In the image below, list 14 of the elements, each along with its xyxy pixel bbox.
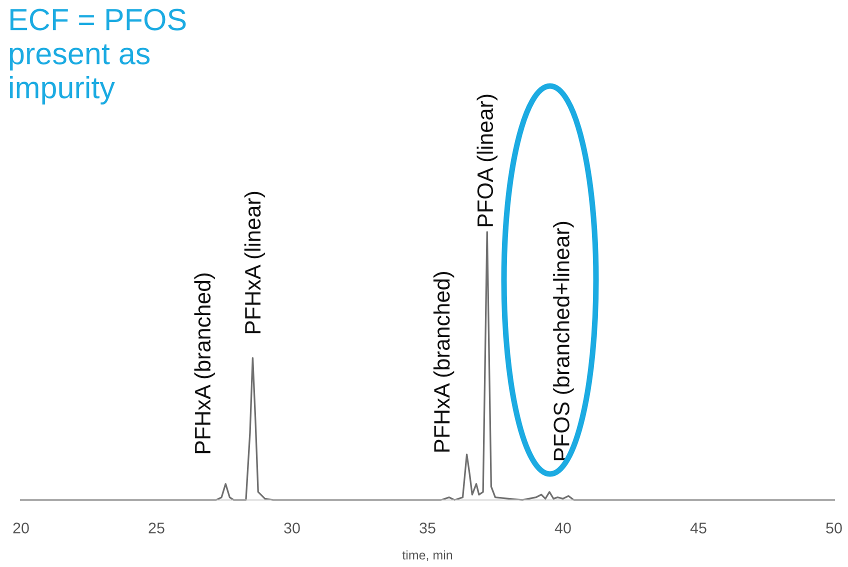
x-tick-label: 40: [554, 522, 571, 534]
x-axis-title: time, min: [402, 550, 452, 562]
annotation: PFHxA (branched): [194, 274, 215, 454]
x-tick-label: 20: [13, 522, 29, 534]
annotation: PFHxA (branched): [433, 272, 454, 452]
annotation: PFOS (branched+linear): [553, 222, 574, 460]
x-tick-label: 35: [420, 522, 436, 534]
x-tick-label: 45: [690, 522, 706, 534]
annotation: PFOA (linear): [476, 94, 498, 226]
x-tick-label: 30: [284, 522, 300, 534]
annotation: PFHxA (linear): [244, 192, 266, 334]
x-tick-label: 25: [148, 522, 164, 534]
text: ECF = PFOS present as impurity: [10, 8, 186, 105]
x-tick-label: 50: [826, 522, 842, 534]
